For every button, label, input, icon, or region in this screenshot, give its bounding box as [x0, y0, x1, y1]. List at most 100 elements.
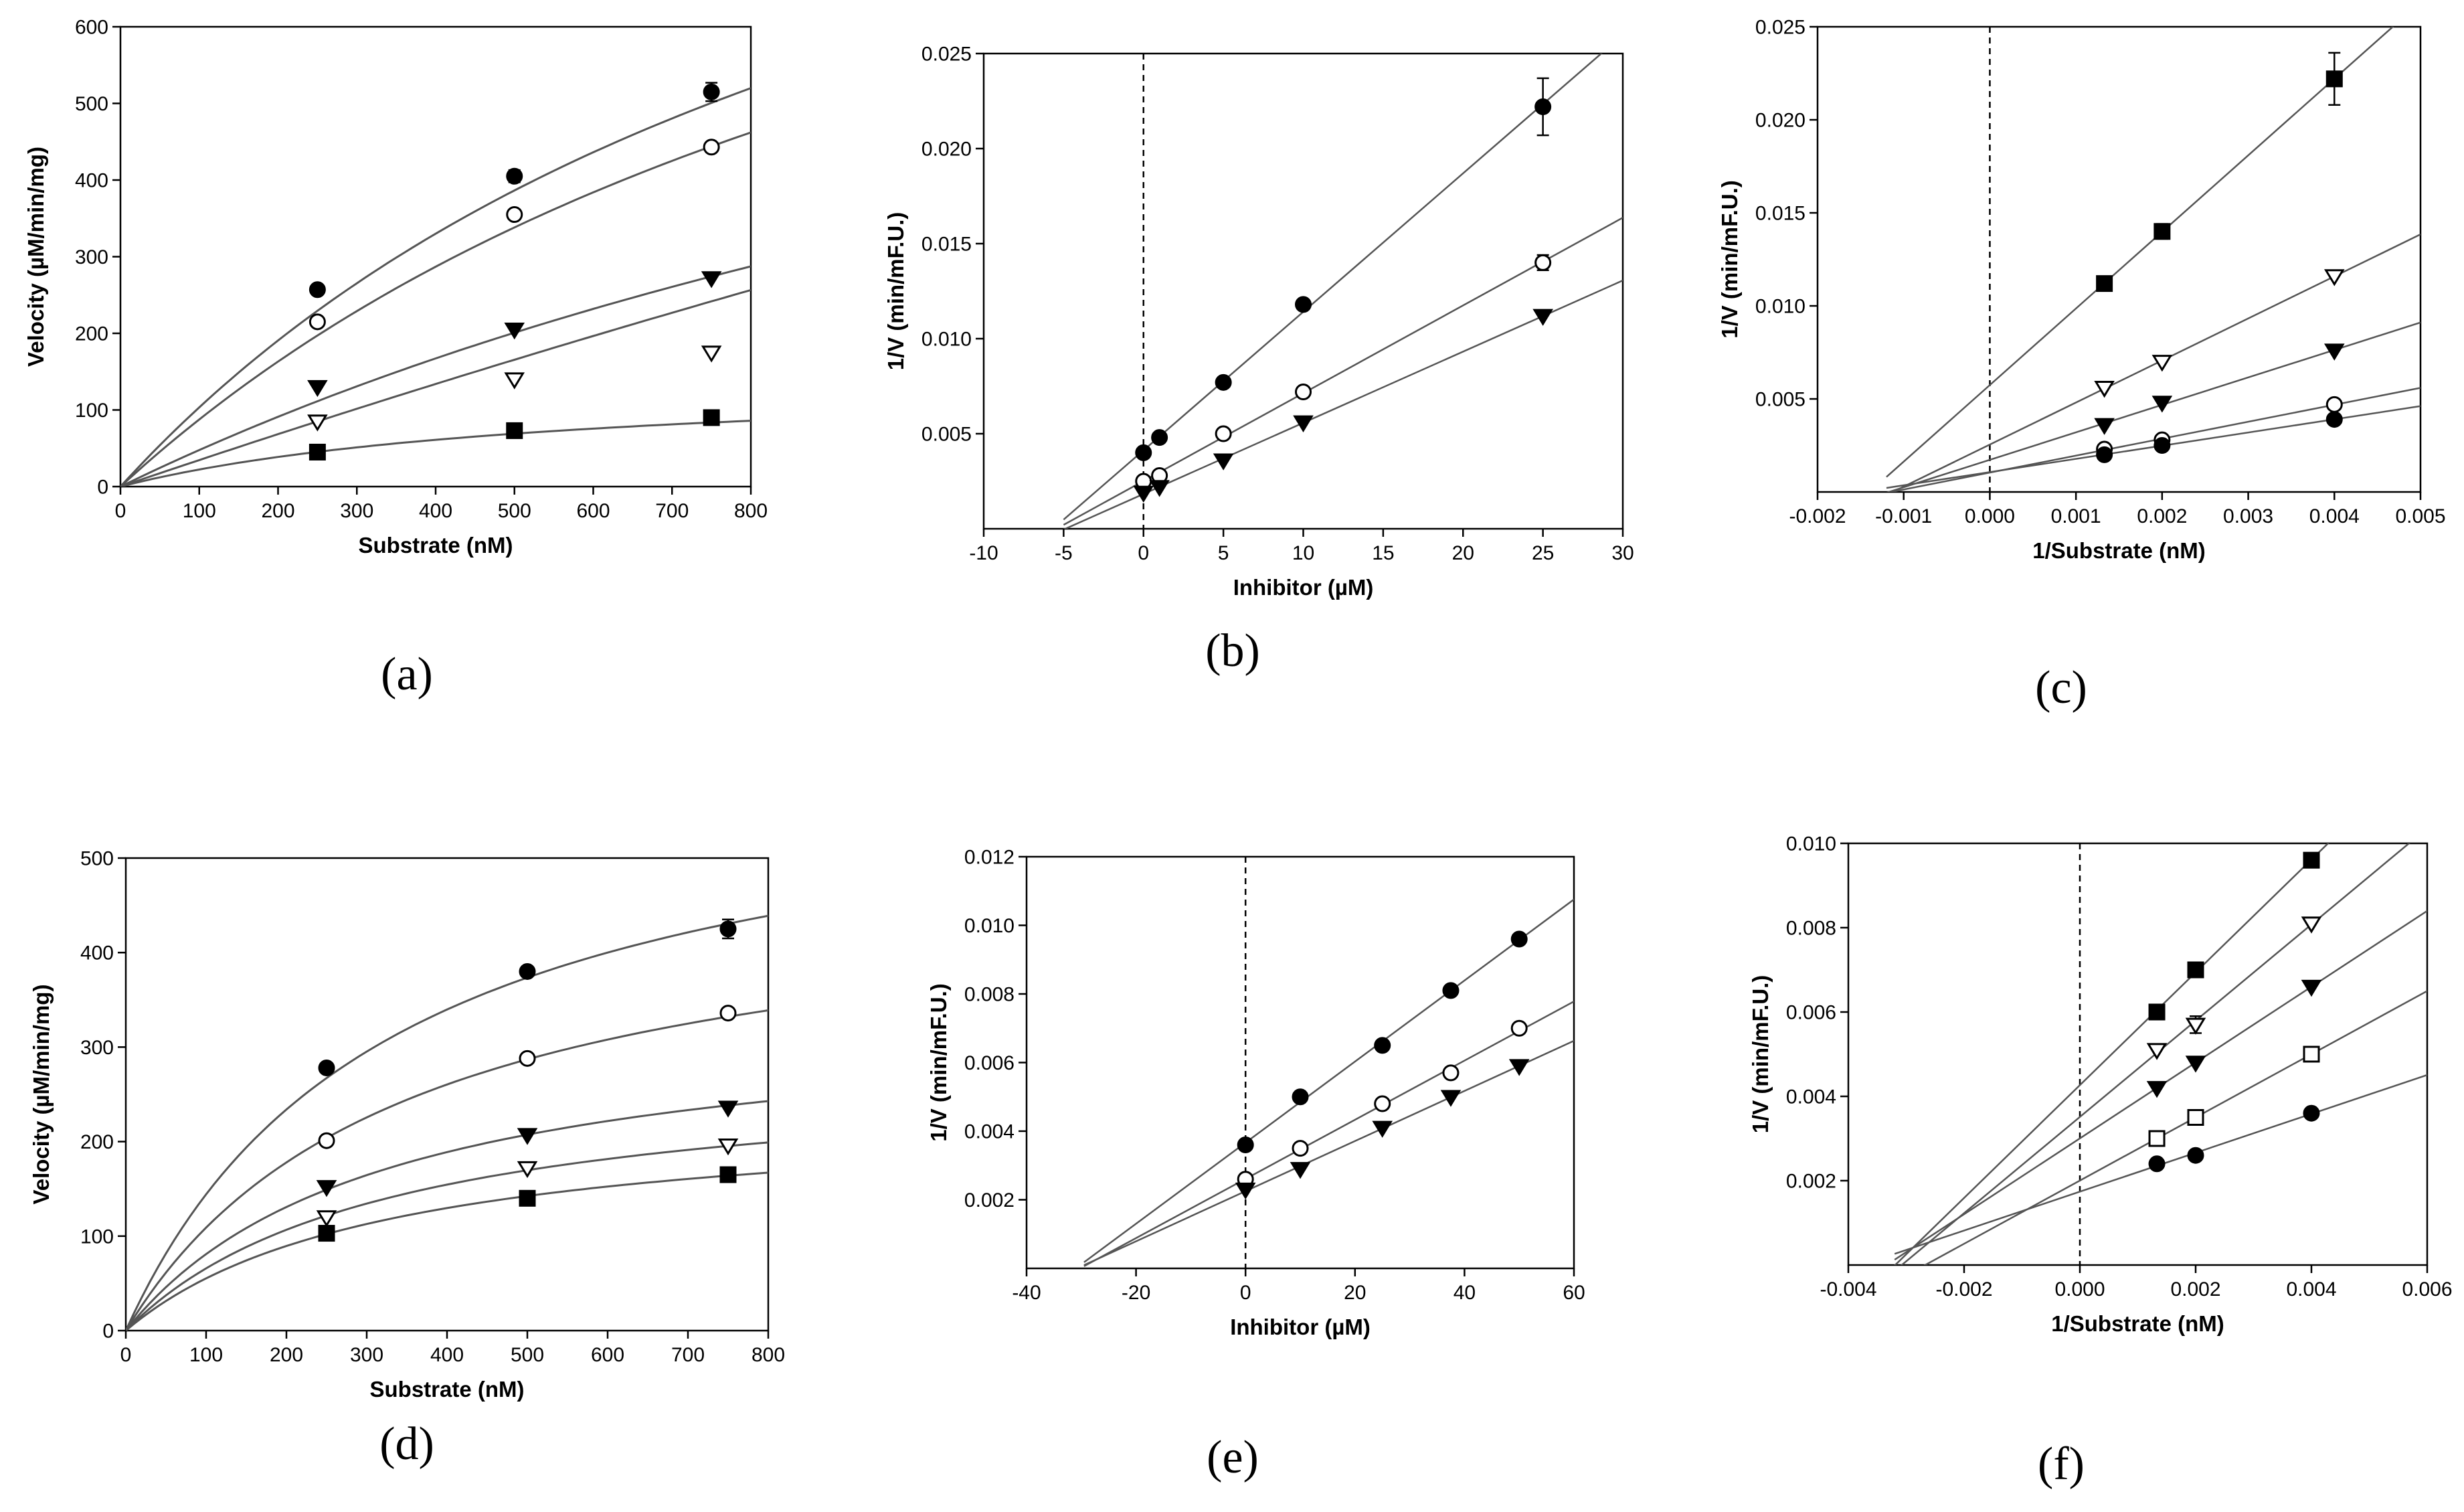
x-tick-label: 0	[120, 1344, 132, 1366]
series-open-triangle-down	[2094, 269, 2345, 398]
y-tick-label: 0.010	[964, 915, 1015, 937]
fit-curve-filled-circle	[126, 914, 768, 1331]
x-tick-label: 200	[261, 500, 294, 522]
data-point	[1534, 254, 1552, 271]
x-tick-label: -20	[1122, 1282, 1150, 1304]
y-tick-label: 0.012	[964, 847, 1015, 869]
y-tick-label: 0.005	[921, 424, 972, 446]
data-point	[307, 414, 328, 432]
data-point	[316, 1210, 337, 1228]
x-tick-label: 0.005	[2395, 505, 2445, 527]
y-tick-label: 600	[75, 17, 108, 39]
chart-panel-c: -0.002 -0.001 0.000 0.001 0.002 0.003 0.004 0.0…	[1717, 17, 2446, 714]
series-filled-triangle-down	[307, 271, 722, 398]
data-point	[1290, 1162, 1311, 1179]
x-tick-label: 700	[655, 500, 689, 522]
chart-panel-e: -40 -20 0 20 40 60 0.002 0.004 0.006 0.008 0.010 0.…	[926, 847, 1585, 1484]
data-point	[2185, 1017, 2206, 1035]
chart-panel-f: -0.004 -0.002 0.000 0.002 0.004 0.006 0.002 0.0…	[1748, 833, 2453, 1491]
series-filled-triangle-down	[1133, 309, 1553, 503]
x-tick-label: 0	[1138, 542, 1149, 564]
y-tick-label: 0.015	[1755, 203, 1806, 225]
data-point	[2148, 1003, 2166, 1021]
data-point	[717, 1138, 739, 1156]
chart-panel-a: 0 100 200 300 400 500 600 700 800 0 100 200 300 400 50…	[23, 17, 768, 701]
x-tick-label: 600	[591, 1344, 624, 1366]
x-tick-label: 0.006	[2402, 1278, 2452, 1300]
series-filled-triangle-down	[2094, 343, 2345, 435]
data-point	[2153, 223, 2171, 240]
x-tick-label: 20	[1452, 542, 1474, 564]
data-point	[1295, 296, 1312, 313]
y-tick-label: 0.010	[921, 329, 972, 351]
fit-curve-filled-triangle-down	[126, 1100, 768, 1331]
data-point	[2325, 411, 2343, 428]
fit-line-open-circle	[1083, 1001, 1574, 1267]
data-point	[2148, 1130, 2166, 1147]
y-tick-label: 100	[80, 1226, 114, 1248]
series-filled-circle	[1237, 930, 1528, 1153]
data-point	[506, 422, 523, 439]
y-tick-label: 0.008	[1786, 918, 1836, 940]
y-tick-label: 0.015	[921, 234, 972, 256]
data-point	[2094, 418, 2115, 435]
data-point	[701, 271, 722, 288]
y-tick-label: 0.010	[1786, 833, 1836, 855]
y-tick-label: 0.025	[1755, 17, 1806, 39]
data-point	[1133, 485, 1154, 503]
data-point	[1510, 1019, 1528, 1037]
x-axis-label: Inhibitor (µM)	[1233, 575, 1374, 600]
data-point	[309, 281, 326, 299]
data-point	[2303, 1104, 2320, 1122]
data-point	[703, 83, 720, 100]
data-point	[506, 167, 523, 185]
x-tick-label: -40	[1012, 1282, 1041, 1304]
y-axis-label: 1/V (min/mF.U.)	[1748, 975, 1773, 1134]
fit-curve-open-triangle-down	[120, 288, 751, 487]
series-open-circle	[318, 1005, 737, 1149]
panel-caption: (b)	[1205, 625, 1260, 677]
x-tick-label: 800	[752, 1344, 785, 1366]
fit-curve-open-triangle-down	[126, 1141, 768, 1331]
data-point	[1440, 1090, 1462, 1107]
series-filled-square	[2096, 52, 2343, 292]
series-open-triangle-down	[307, 345, 722, 432]
plot-frame	[1816, 25, 2422, 493]
panel-caption: (a)	[381, 649, 433, 700]
x-axis-label: Inhibitor (µM)	[1230, 1315, 1371, 1339]
data-point	[2153, 437, 2171, 454]
fit-lines	[126, 914, 768, 1331]
series-open-square	[2148, 1045, 2320, 1147]
data-point	[1149, 480, 1170, 497]
series-filled-triangle-down	[316, 1100, 739, 1197]
data-point	[703, 409, 720, 426]
y-axis-label: 1/V (min/mF.U.)	[1717, 180, 1742, 339]
x-tick-label: 0.002	[2170, 1278, 2220, 1300]
fit-lines	[120, 87, 751, 487]
x-tick-label: 500	[511, 1344, 544, 1366]
data-point	[517, 1161, 538, 1179]
data-point	[2187, 1109, 2204, 1126]
data-point	[719, 1166, 737, 1183]
x-tick-label: 60	[1563, 1282, 1585, 1304]
fit-curve-filled-circle	[120, 87, 751, 487]
x-tick-label: 0.002	[2137, 505, 2187, 527]
x-tick-label: -0.001	[1875, 505, 1932, 527]
data-point	[2146, 1043, 2168, 1060]
data-point	[2187, 961, 2204, 979]
x-tick-label: 10	[1292, 542, 1314, 564]
data-point	[1510, 930, 1528, 948]
data-point	[1213, 453, 1234, 471]
data-point	[719, 920, 737, 938]
x-tick-label: 25	[1532, 542, 1554, 564]
x-tick-label: 0.001	[2051, 505, 2101, 527]
data-point	[2151, 355, 2173, 372]
y-tick-label: 0	[102, 1321, 114, 1343]
data-point	[1508, 1059, 1530, 1076]
data-point	[2325, 70, 2343, 88]
series-open-triangle-down	[2146, 916, 2322, 1060]
series-filled-square	[309, 409, 720, 460]
y-tick-label: 0.004	[964, 1121, 1015, 1143]
y-tick-label: 0.005	[1755, 389, 1806, 411]
